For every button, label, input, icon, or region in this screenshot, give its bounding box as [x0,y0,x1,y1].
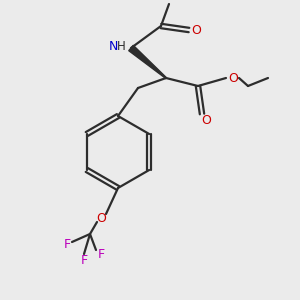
Text: F: F [63,238,70,250]
Polygon shape [129,45,166,78]
Text: F: F [98,248,105,260]
Text: F: F [80,254,88,266]
Text: H: H [117,40,125,52]
Text: O: O [191,23,201,37]
Text: O: O [96,212,106,226]
Text: N: N [108,40,118,52]
Text: O: O [201,113,211,127]
Text: O: O [228,71,238,85]
